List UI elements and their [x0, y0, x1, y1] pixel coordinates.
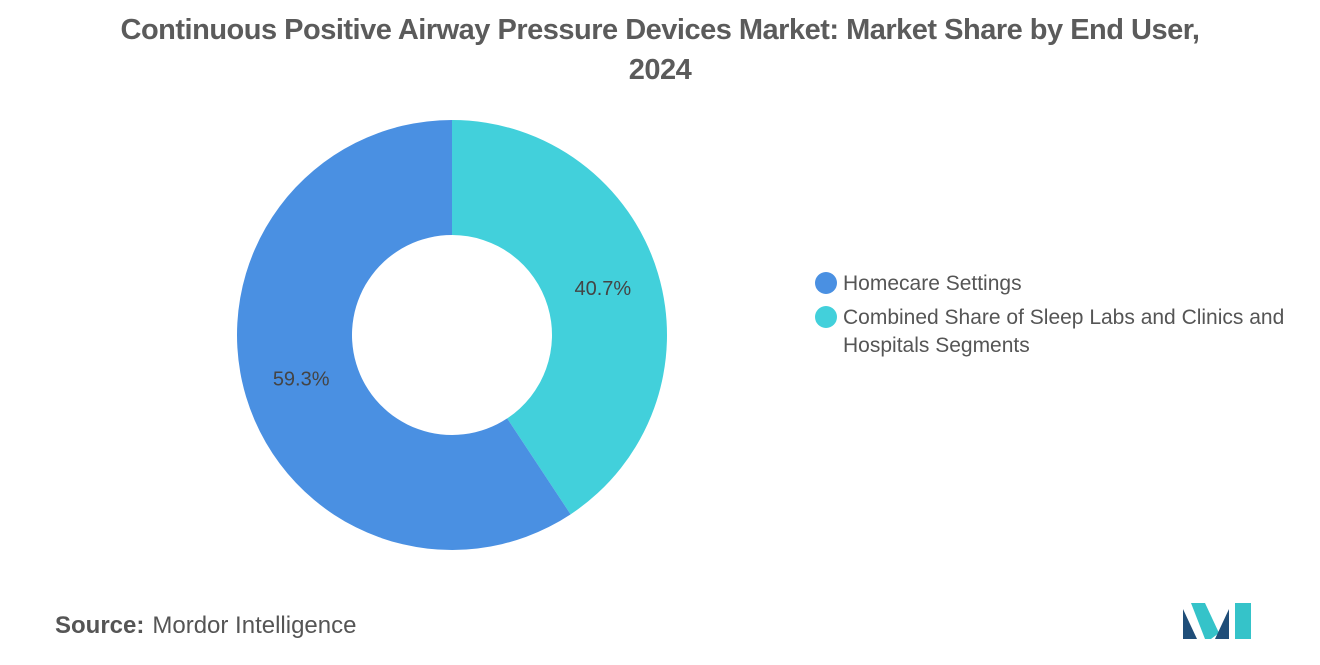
- legend-label: Homecare Settings: [843, 272, 1022, 295]
- donut-data-labels: 40.7% 59.3%: [273, 278, 632, 391]
- chart-title: Continuous Positive Airway Pressure Devi…: [120, 14, 1200, 86]
- legend-swatch-icon: [815, 306, 837, 328]
- chart-legend: Homecare Settings Combined Share of Slee…: [815, 270, 1295, 366]
- legend-label: Combined Share of Sleep Labs and Clinics…: [843, 306, 1285, 357]
- donut-slices: [236, 120, 667, 550]
- donut-data-label-0: 40.7%: [574, 278, 631, 300]
- donut-data-label-1: 59.3%: [273, 369, 330, 391]
- mordor-intelligence-logo-icon: [1183, 603, 1251, 639]
- legend-item-combined: Combined Share of Sleep Labs and Clinics…: [815, 304, 1295, 360]
- donut-slice-0: [452, 120, 667, 515]
- legend-item-homecare: Homecare Settings: [815, 270, 1295, 298]
- source-text: Mordor Intelligence: [152, 612, 357, 639]
- source-label: Source:: [55, 612, 145, 639]
- source-footer: Source: Mordor Intelligence: [55, 612, 356, 640]
- legend-swatch-icon: [815, 272, 837, 294]
- donut-slice-1: [236, 120, 571, 550]
